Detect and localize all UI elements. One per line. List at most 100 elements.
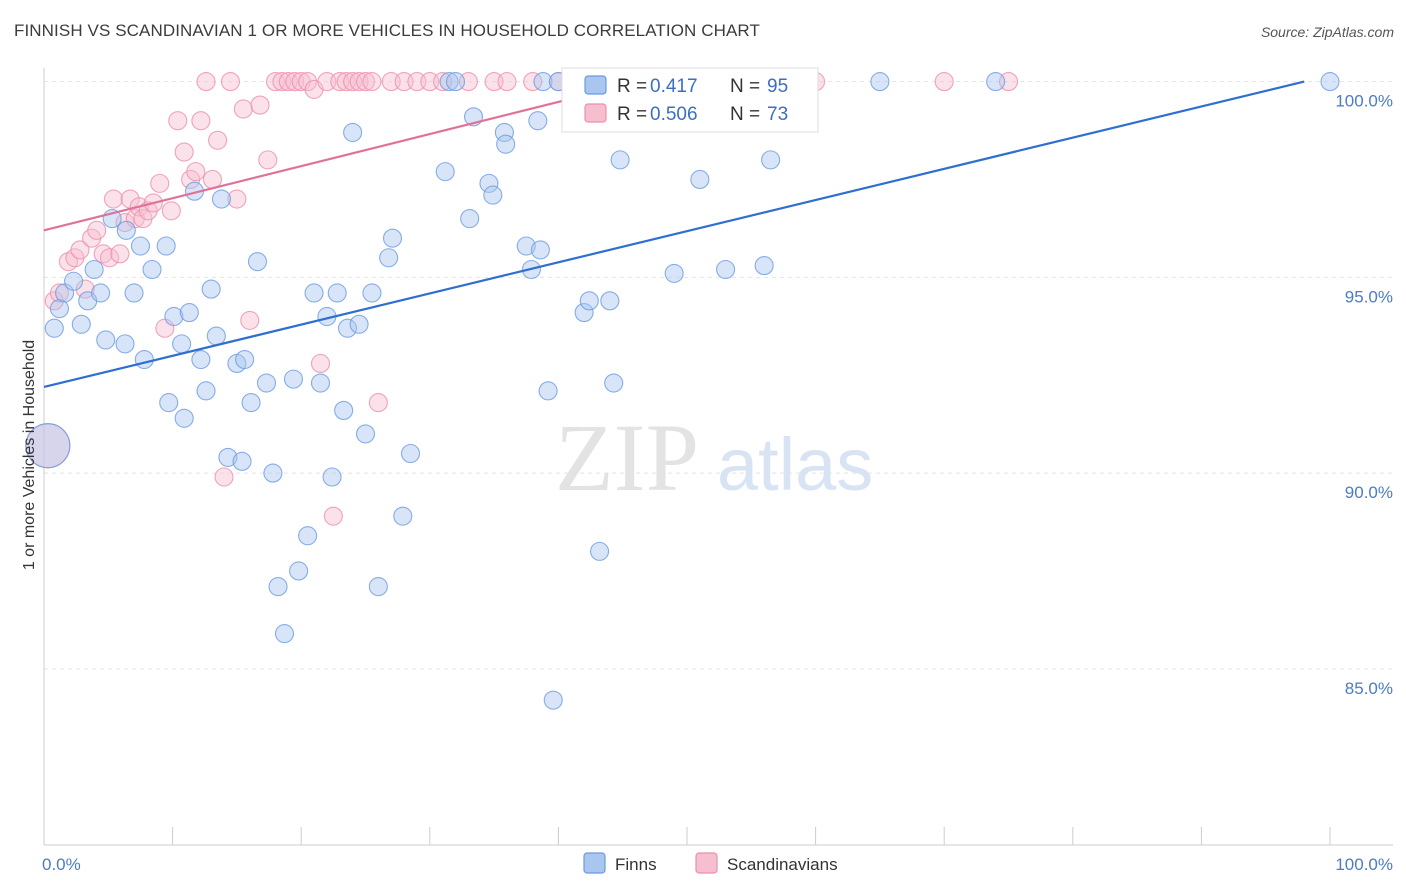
legend-label-scandinavians: Scandinavians [727, 855, 838, 874]
point-scandinavians [168, 111, 188, 131]
point-finns [134, 349, 154, 370]
point-finns [235, 349, 255, 370]
point-finns [91, 283, 111, 303]
point-finns [334, 400, 354, 420]
point-finns [191, 349, 211, 370]
point-finns [201, 279, 221, 299]
point-scandinavians [250, 95, 270, 115]
stats-swatch-finns [584, 75, 607, 95]
point-finns [211, 189, 232, 209]
point-finns [610, 150, 630, 170]
point-finns [196, 381, 216, 401]
point-scandinavians [220, 72, 241, 92]
point-finns [716, 259, 736, 280]
point-finns [382, 228, 403, 248]
point-scandinavians [150, 173, 170, 193]
point-scandinavians [70, 240, 90, 260]
point-finns [289, 561, 309, 581]
point-scandinavians [87, 220, 107, 240]
point-finns [256, 373, 277, 393]
point-finns [870, 72, 890, 92]
point-finns [533, 72, 553, 92]
point-finns [479, 173, 499, 193]
point-finns [142, 259, 162, 280]
chart-title: FINNISH VS SCANDINAVIAN 1 OR MORE VEHICL… [14, 21, 760, 40]
point-scandinavians [196, 72, 216, 92]
point-finns [44, 318, 64, 338]
stats-r-value-finns: 0.417 [650, 76, 698, 97]
point-finns [393, 506, 413, 526]
point-finns [543, 690, 563, 710]
point-finns [268, 577, 288, 597]
point-finns [1320, 72, 1340, 92]
point-finns [115, 334, 135, 354]
point-finns [247, 252, 268, 272]
stats-n-label-scandinavians: N = [730, 104, 760, 125]
point-finns [116, 220, 136, 240]
point-finns [530, 240, 550, 260]
point-scandinavians [368, 393, 388, 413]
point-finns [379, 248, 399, 268]
stats-swatch-scandinavians [584, 103, 607, 123]
x-tick-label-min: 0.0% [42, 855, 81, 874]
stats-box: R = 0.417 N = 95 R = 0.506 N = 73 [561, 67, 819, 133]
point-finns [124, 283, 144, 303]
point-scandinavians [298, 72, 318, 92]
point-finns [25, 423, 71, 469]
y-tick-label: 100.0% [1335, 92, 1393, 111]
point-scandinavians [49, 283, 69, 303]
y-axis-title: 1 or more Vehicles in Household [21, 340, 38, 570]
point-finns [483, 185, 503, 205]
axes [43, 68, 1393, 846]
point-finns [349, 314, 369, 334]
point-finns [159, 393, 179, 413]
point-finns [304, 283, 324, 303]
point-finns [64, 271, 84, 291]
point-finns [516, 236, 536, 256]
point-finns [172, 334, 192, 354]
point-finns [298, 526, 318, 546]
point-scandinavians [240, 310, 260, 330]
point-scandinavians [323, 506, 343, 526]
point-scandinavians [100, 248, 120, 268]
point-finns [206, 326, 226, 346]
stats-n-value-finns: 95 [767, 76, 788, 97]
point-scandinavians [208, 130, 228, 150]
point-scandinavians [355, 72, 376, 92]
point-finns [179, 303, 199, 323]
point-finns [327, 283, 347, 303]
point-scandinavians [362, 72, 382, 92]
point-scandinavians [310, 353, 331, 374]
point-scandinavians [497, 72, 517, 92]
point-finns [579, 291, 599, 311]
point-finns [84, 259, 104, 280]
point-scandinavians [523, 72, 543, 92]
point-finns [241, 393, 261, 413]
point-finns [49, 299, 69, 319]
point-scandinavians [186, 162, 206, 182]
point-finns [218, 447, 238, 467]
point-finns [130, 236, 150, 256]
point-scandinavians [191, 111, 211, 131]
point-scandinavians [227, 189, 247, 209]
point-finns [263, 463, 283, 483]
point-finns [435, 162, 455, 182]
point-finns [986, 72, 1006, 92]
point-finns [343, 122, 363, 143]
point-finns [164, 306, 184, 327]
point-finns [368, 577, 388, 597]
point-scandinavians [161, 201, 181, 221]
point-finns [664, 263, 684, 283]
point-scandinavians [214, 467, 234, 487]
y-tick-label: 90.0% [1345, 483, 1393, 502]
legend-swatch-finns [583, 852, 606, 874]
legend-swatch-scandinavians [695, 852, 718, 874]
point-finns [590, 541, 610, 561]
point-scandinavians [103, 189, 123, 209]
point-finns [600, 291, 620, 311]
stats-n-value-scandinavians: 73 [767, 104, 788, 125]
watermark-atlas: atlas [717, 423, 873, 506]
point-finns [460, 209, 480, 229]
point-finns [445, 72, 466, 92]
